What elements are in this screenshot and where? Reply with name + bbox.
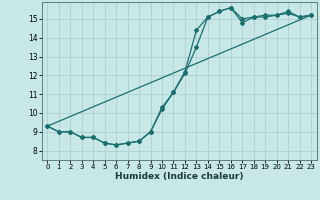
X-axis label: Humidex (Indice chaleur): Humidex (Indice chaleur) [115,172,244,181]
